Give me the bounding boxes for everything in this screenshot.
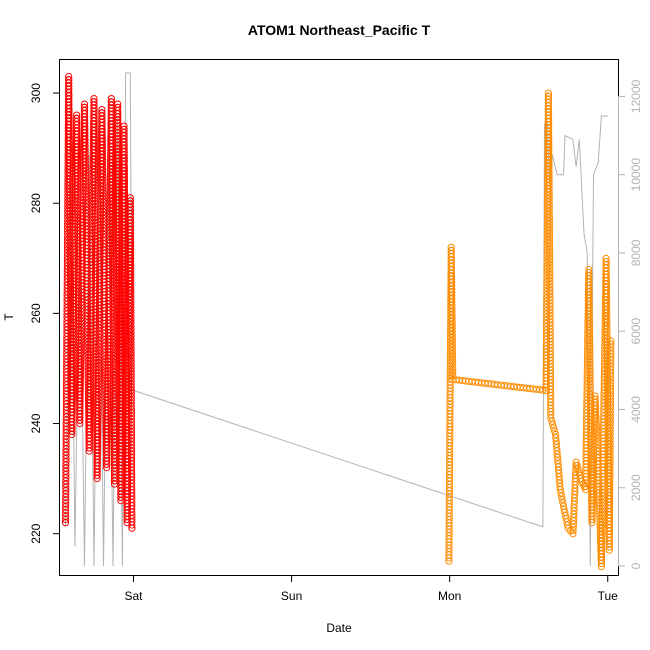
data-point bbox=[557, 489, 565, 497]
y-axis-right: 0 2000 4000 6000 8000 10000 12000 bbox=[618, 79, 643, 569]
data-point bbox=[551, 427, 559, 435]
y-tick-label: 240 bbox=[29, 413, 43, 433]
series-orange bbox=[445, 89, 615, 571]
y-tick-label: 260 bbox=[29, 303, 43, 323]
data-point bbox=[128, 524, 136, 532]
data-point bbox=[549, 421, 557, 429]
data-point bbox=[550, 424, 558, 432]
data-point bbox=[547, 414, 555, 422]
right-y-tick-label: 10000 bbox=[629, 158, 643, 192]
series-layer bbox=[61, 72, 615, 571]
data-point bbox=[575, 468, 583, 476]
x-tick-label: Mon bbox=[438, 589, 461, 603]
x-axis: Sat Sun Mon Tue bbox=[124, 575, 618, 603]
right-y-tick-label: 4000 bbox=[629, 396, 643, 423]
right-y-tick-label: 8000 bbox=[629, 239, 643, 266]
data-point bbox=[607, 340, 615, 348]
y-tick-label: 300 bbox=[29, 83, 43, 103]
x-tick-label: Sat bbox=[124, 589, 143, 603]
series-red bbox=[61, 72, 136, 532]
y-tick-label: 220 bbox=[29, 523, 43, 543]
right-y-tick-label: 2000 bbox=[629, 474, 643, 501]
data-point bbox=[573, 461, 581, 469]
data-point bbox=[558, 492, 566, 500]
data-point bbox=[556, 486, 564, 494]
right-y-tick-label: 6000 bbox=[629, 318, 643, 345]
x-axis-label: Date bbox=[326, 621, 352, 635]
data-point bbox=[574, 465, 582, 473]
data-point bbox=[572, 458, 580, 466]
right-y-tick-label: 0 bbox=[629, 562, 643, 569]
right-y-tick-label: 12000 bbox=[629, 79, 643, 113]
x-tick-label: Sun bbox=[281, 589, 302, 603]
data-point bbox=[128, 521, 136, 529]
data-point bbox=[559, 499, 567, 507]
data-point bbox=[548, 417, 556, 425]
chart-title: ATOM1 Northeast_Pacific T bbox=[248, 22, 431, 38]
y-tick-label: 280 bbox=[29, 193, 43, 213]
data-point bbox=[558, 495, 566, 504]
x-tick-label: Tue bbox=[598, 589, 619, 603]
data-point bbox=[607, 337, 615, 345]
y-axis-left: 220 240 260 280 300 bbox=[29, 83, 60, 544]
y-axis-label: T bbox=[2, 313, 16, 321]
